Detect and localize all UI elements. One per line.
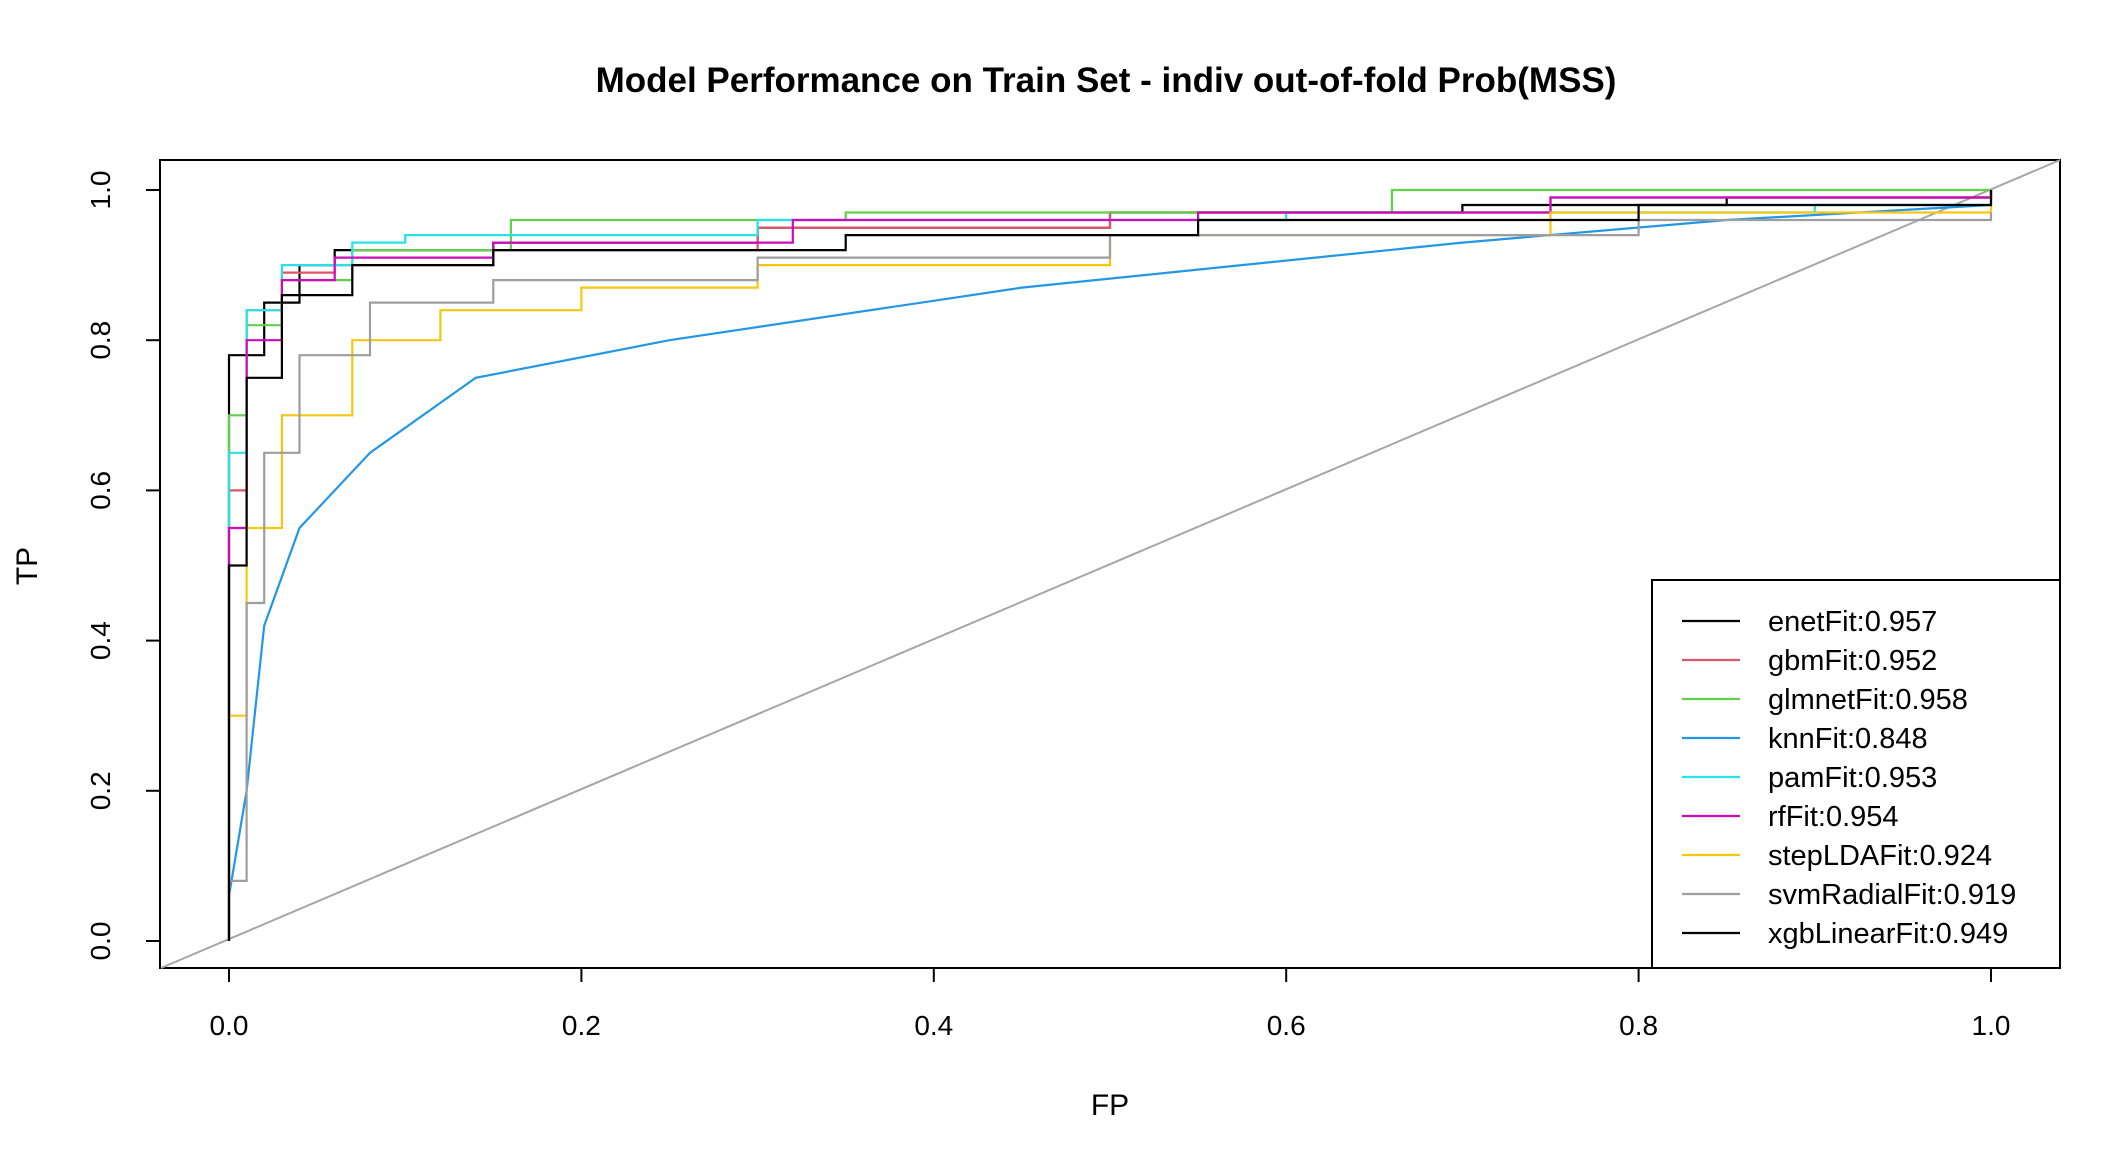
x-tick-label: 1.0 — [1972, 1010, 2011, 1041]
y-tick-label: 0.0 — [85, 922, 116, 961]
y-tick-label: 0.4 — [85, 621, 116, 660]
x-tick-label: 0.6 — [1267, 1010, 1306, 1041]
reference-diagonal-line — [160, 159, 2061, 969]
legend-label: stepLDAFit:0.924 — [1768, 840, 1992, 872]
legend-label: glmnetFit:0.958 — [1768, 684, 1968, 716]
legend-label: gbmFit:0.952 — [1768, 645, 1937, 677]
x-tick-label: 0.4 — [914, 1010, 953, 1041]
series-line-3 — [227, 203, 1992, 941]
x-tick-label: 0.2 — [562, 1010, 601, 1041]
x-tick-label: 0.0 — [210, 1010, 249, 1041]
legend-label: enetFit:0.957 — [1768, 606, 1937, 638]
legend-label: pamFit:0.953 — [1768, 762, 1937, 794]
legend: enetFit:0.957 gbmFit:0.952 glmnetFit:0.958… — [1651, 579, 2061, 969]
x-axis: 0.0 0.2 0.4 0.6 0.8 1.0 — [210, 967, 2011, 1041]
y-tick-label: 0.2 — [85, 771, 116, 810]
y-tick-label: 1.0 — [85, 171, 116, 210]
reference-line — [160, 159, 2061, 969]
y-axis-label: TP — [11, 547, 44, 585]
series-line-8 — [227, 190, 1993, 941]
legend-label: svmRadialFit:0.919 — [1768, 879, 2016, 911]
series-group — [227, 188, 1993, 941]
legend-label: rfFit:0.954 — [1768, 801, 1899, 833]
legend-label: xgbLinearFit:0.949 — [1768, 918, 2008, 950]
chart-title: Model Performance on Train Set - indiv o… — [596, 61, 1617, 100]
legend-label: knnFit:0.848 — [1768, 723, 1928, 755]
y-tick-label: 0.6 — [85, 471, 116, 510]
legend-box — [1651, 579, 2061, 969]
x-axis-label: FP — [1091, 1089, 1129, 1122]
y-axis: 0.0 0.2 0.4 0.6 0.8 1.0 — [85, 171, 161, 961]
series-line-4 — [227, 190, 1993, 941]
x-tick-label: 0.8 — [1619, 1010, 1658, 1041]
y-tick-label: 0.8 — [85, 321, 116, 360]
series-line-7 — [227, 212, 1993, 941]
